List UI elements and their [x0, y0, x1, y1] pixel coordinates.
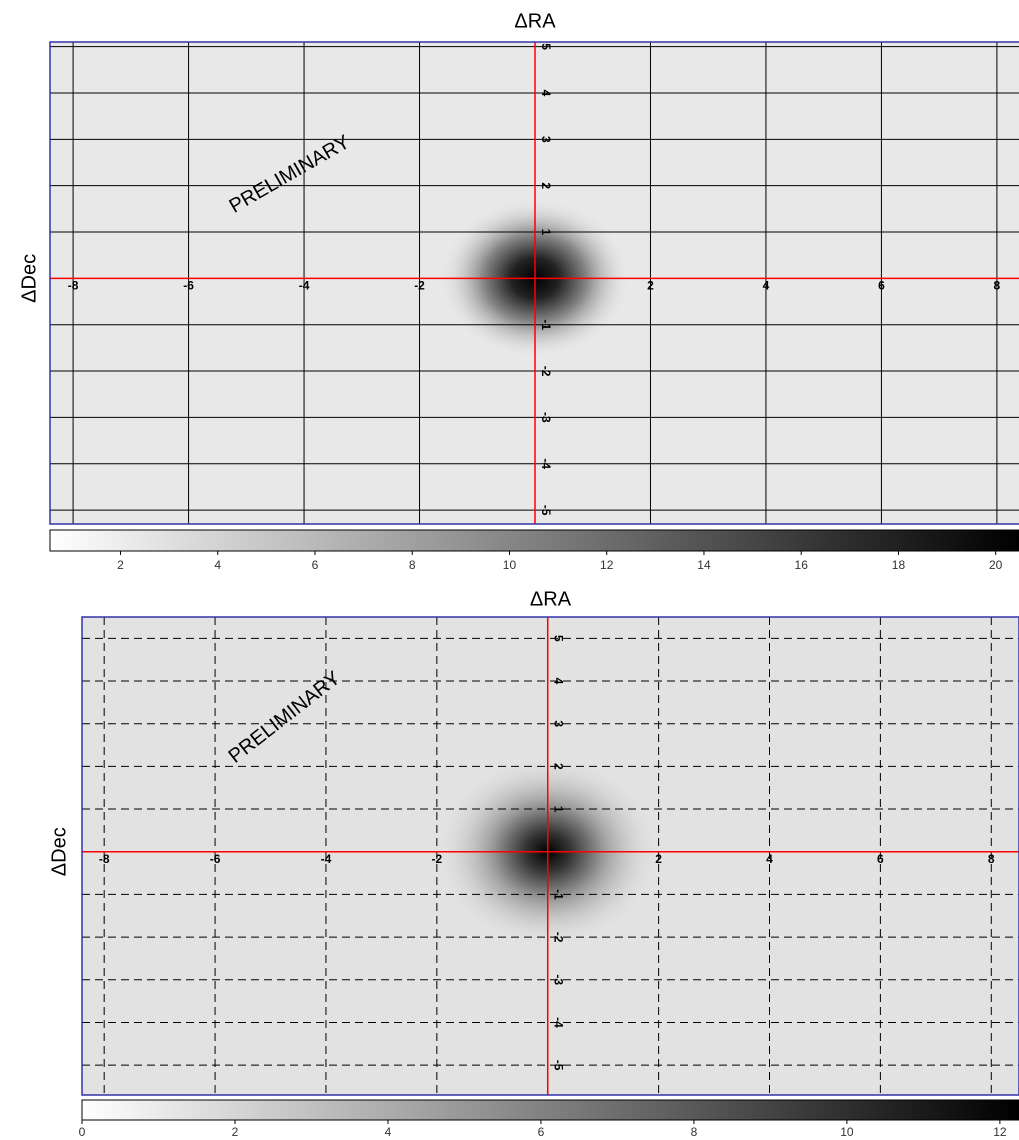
colorbar-tick-label: 18	[892, 558, 906, 572]
x-tick-label: 8	[994, 279, 1001, 293]
colorbar-tick-label: 20	[989, 558, 1003, 572]
x-tick-label: 6	[877, 852, 884, 866]
y-tick-label: 2	[539, 182, 553, 189]
x-tick-label: -4	[299, 279, 310, 293]
y-tick-label: 3	[552, 720, 566, 727]
colorbar-tick-label: 16	[795, 558, 809, 572]
colorbar	[49, 529, 1019, 552]
colorbar-tick-label: 14	[697, 558, 711, 572]
y-axis-label: ΔDec	[18, 254, 40, 303]
y-tick-label: 1	[552, 806, 566, 813]
x-tick-label: -2	[414, 279, 425, 293]
x-tick-label: 8	[988, 852, 995, 866]
y-tick-label: -2	[539, 366, 553, 377]
colorbar-tick-label: 4	[214, 558, 221, 572]
map-frame	[81, 616, 1019, 1096]
x-tick-label: -6	[183, 279, 194, 293]
y-tick-label: -1	[552, 889, 566, 900]
colorbar-tick-label: 0	[79, 1125, 86, 1139]
y-tick-label: 4	[539, 90, 553, 97]
x-tick-label: 6	[878, 279, 885, 293]
y-tick-label: 1	[539, 229, 553, 236]
y-tick-label: -4	[539, 458, 553, 469]
colorbar-tick-label: 2	[117, 558, 124, 572]
colorbar-tick-label: 12	[600, 558, 614, 572]
colorbar-tick-label: 6	[538, 1125, 545, 1139]
y-axis-label: ΔDec	[48, 827, 70, 876]
x-tick-label: -4	[321, 852, 332, 866]
y-tick-label: -4	[552, 1017, 566, 1028]
y-tick-label: -1	[539, 319, 553, 330]
colorbar-tick-label: 10	[503, 558, 517, 572]
y-tick-label: -2	[552, 932, 566, 943]
colorbar	[81, 1099, 1019, 1121]
x-tick-label: 4	[766, 852, 773, 866]
x-tick-label: 2	[647, 279, 654, 293]
colorbar-tick-label: 8	[691, 1125, 698, 1139]
x-tick-label: -2	[432, 852, 443, 866]
y-tick-label: 4	[552, 678, 566, 685]
chart-title: ΔRA	[514, 10, 556, 32]
y-tick-label: 5	[539, 43, 553, 50]
chart-title: ΔRA	[530, 588, 572, 610]
y-tick-label: 5	[552, 635, 566, 642]
y-tick-label: -5	[539, 505, 553, 516]
colorbar-tick-label: 8	[409, 558, 416, 572]
x-tick-label: -6	[210, 852, 221, 866]
x-tick-label: -8	[99, 852, 110, 866]
y-tick-label: -3	[552, 974, 566, 985]
x-tick-label: -8	[68, 279, 79, 293]
colorbar-tick-label: 6	[312, 558, 319, 572]
y-tick-label: -5	[552, 1060, 566, 1071]
y-tick-label: -3	[539, 412, 553, 423]
colorbar-tick-label: 10	[840, 1125, 854, 1139]
map-frame	[49, 41, 1019, 525]
x-tick-label: 4	[763, 279, 770, 293]
colorbar-tick-label: 2	[232, 1125, 239, 1139]
colorbar-tick-label: 4	[385, 1125, 392, 1139]
y-tick-label: 3	[539, 136, 553, 143]
colorbar-tick-label: 12	[993, 1125, 1007, 1139]
x-tick-label: 2	[655, 852, 662, 866]
y-tick-label: 2	[552, 763, 566, 770]
